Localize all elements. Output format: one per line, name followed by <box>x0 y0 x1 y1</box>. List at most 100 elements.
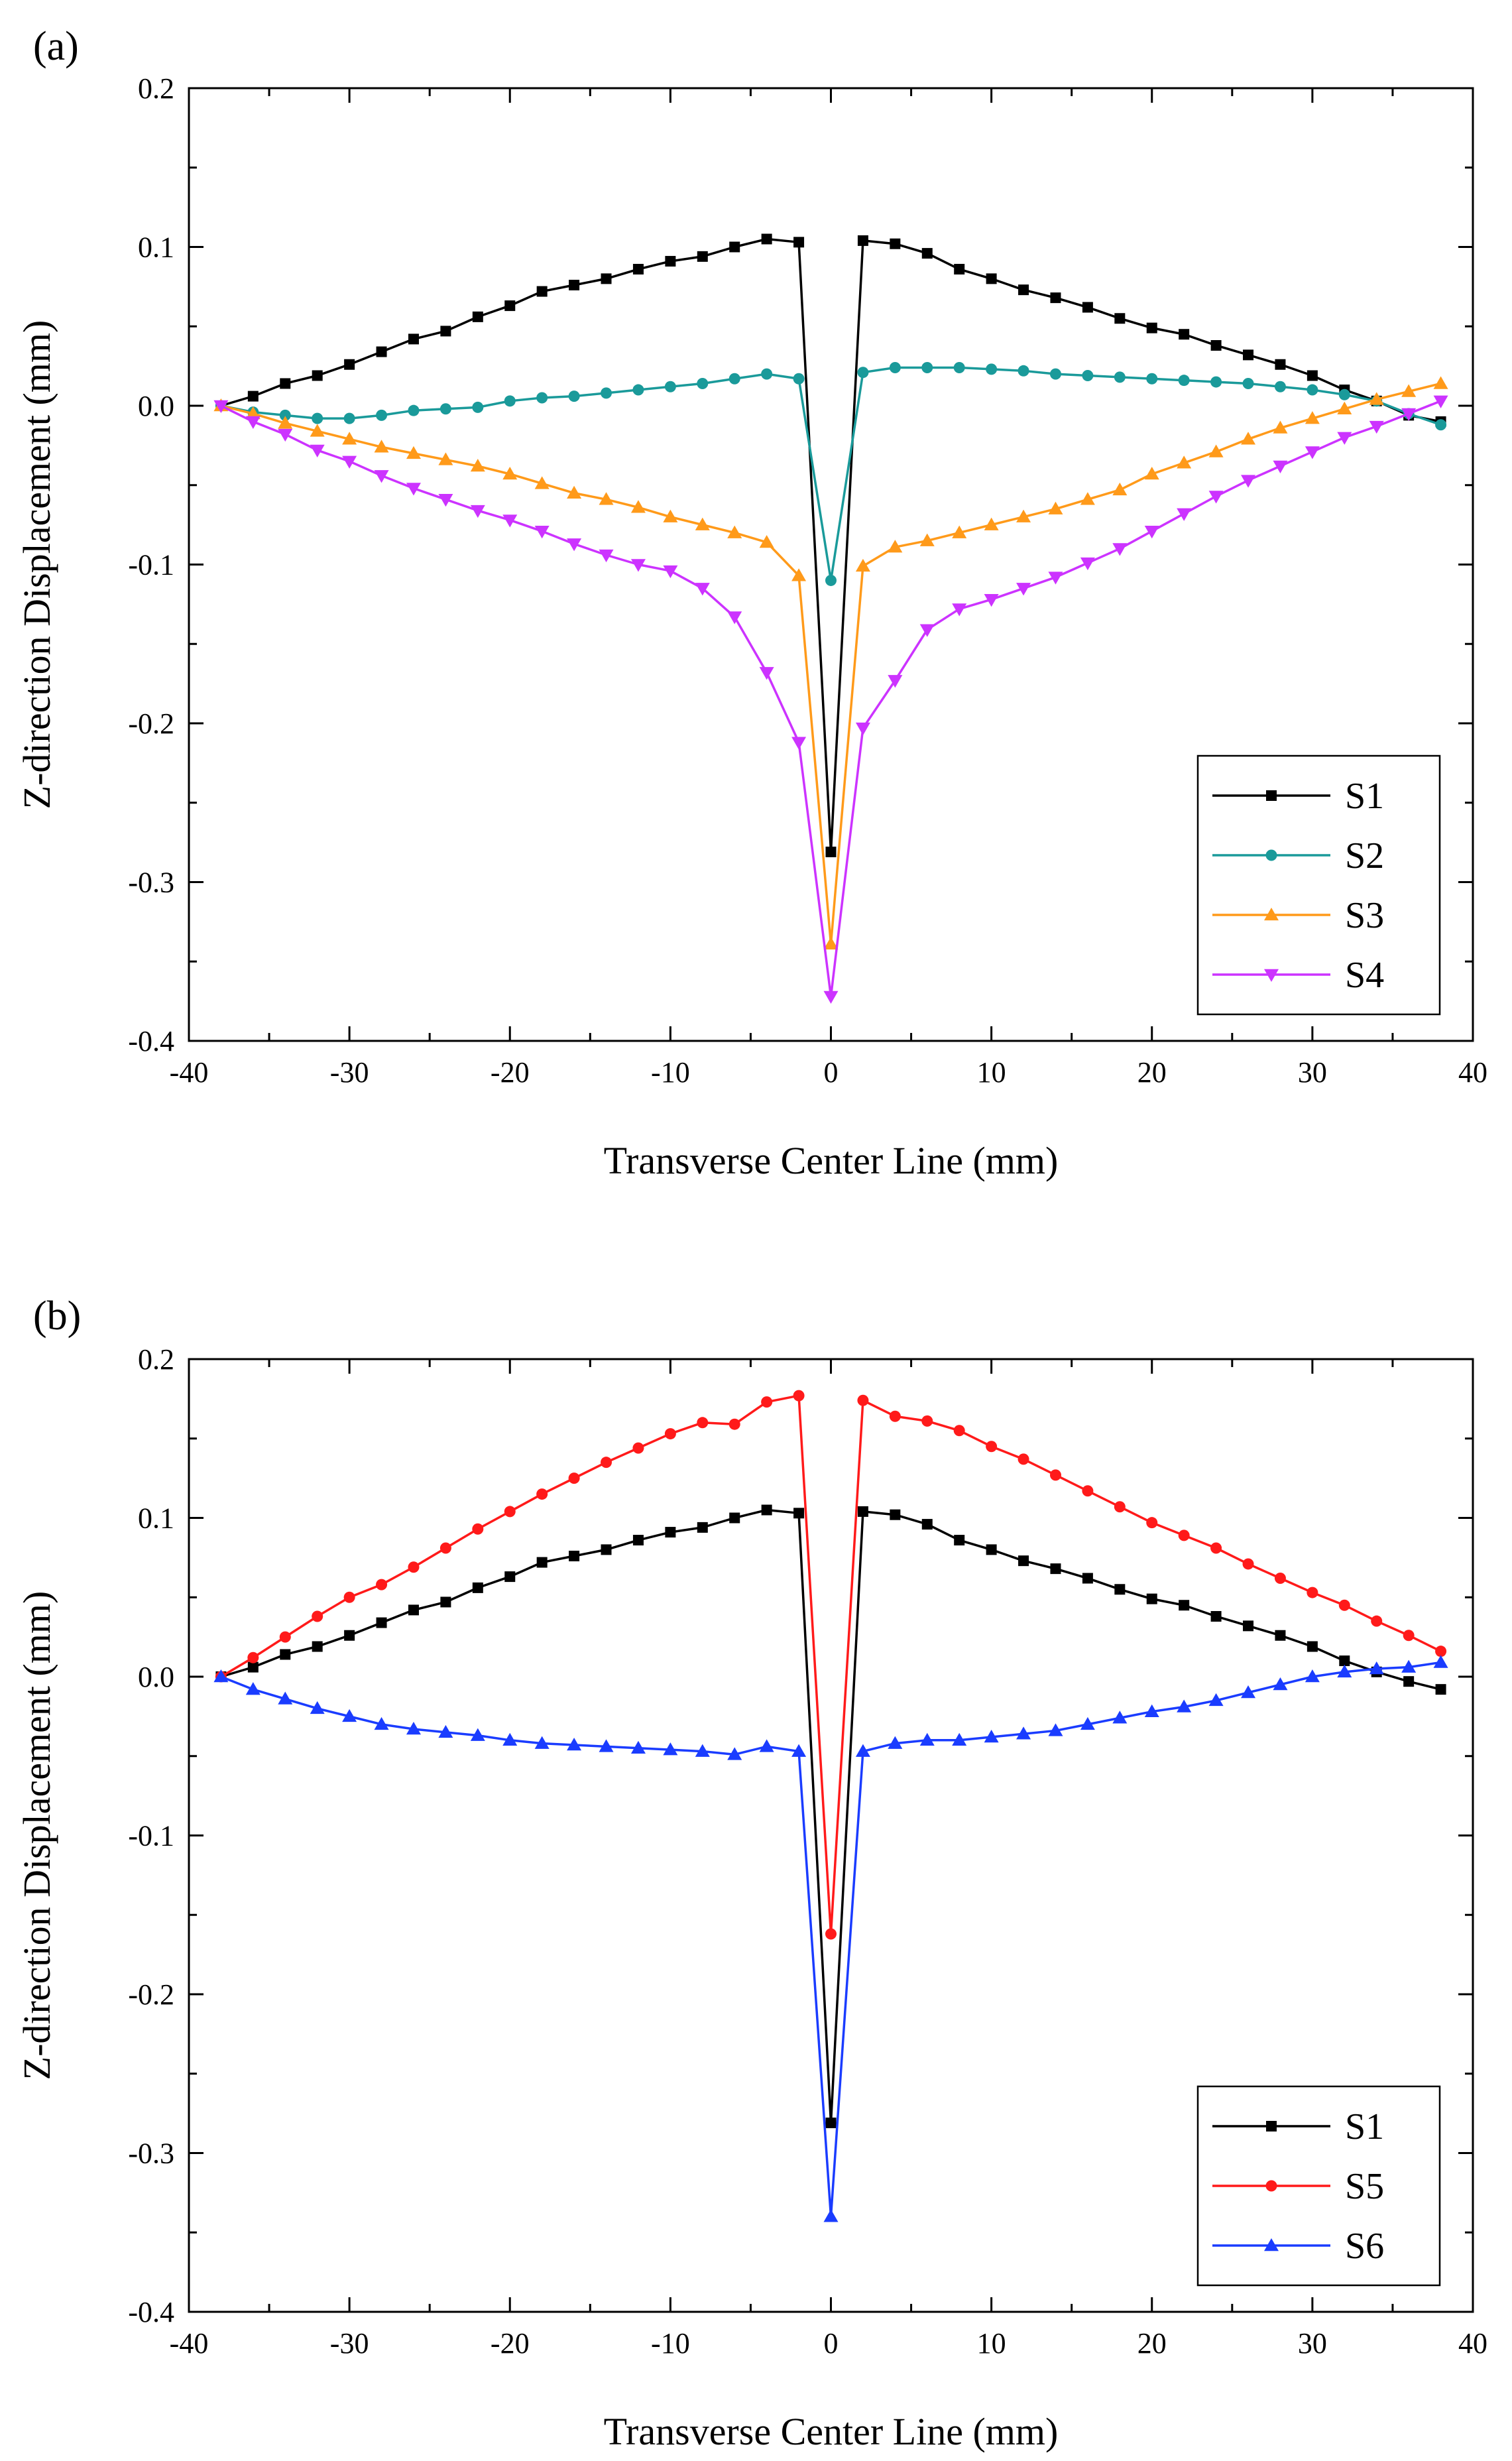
chart-0-point-S3 <box>599 492 614 505</box>
chart-0-point-S2 <box>376 409 388 421</box>
chart-1-point-S5 <box>312 1610 323 1622</box>
chart-0-point-S4 <box>278 428 293 442</box>
chart-1-point-S1 <box>825 2117 837 2128</box>
chart-1-x-tick-label: 0 <box>824 2327 839 2360</box>
chart-0-point-S3 <box>1144 466 1159 480</box>
chart-0-point-S4 <box>534 525 550 539</box>
chart-0-x-tick-label: 0 <box>824 1056 839 1089</box>
chart-1-point-S6 <box>630 1740 646 1754</box>
chart-1-point-S6 <box>1337 1664 1352 1678</box>
chart-0-point-S2 <box>761 368 773 380</box>
chart-1-point-S6 <box>1305 1669 1320 1683</box>
chart-1-point-S5 <box>1049 1469 1061 1481</box>
chart-1-point-S1 <box>986 1544 997 1555</box>
chart-1-point-S1 <box>376 1617 387 1628</box>
chart-0-point-S3 <box>1401 384 1417 397</box>
chart-0-point-S1 <box>1243 349 1254 361</box>
chart-1-x-axis-title: Transverse Center Line (mm) <box>604 2410 1059 2453</box>
chart-0-point-S2 <box>472 401 484 413</box>
chart-1-point-S1 <box>312 1641 323 1652</box>
chart-0-point-S2 <box>504 395 516 407</box>
chart-1-point-S1 <box>569 1550 580 1561</box>
chart-0-point-S3 <box>1337 401 1352 415</box>
chart-0-point-S3 <box>438 452 453 465</box>
chart-0-point-S3 <box>1433 376 1448 389</box>
chart-1-point-S5 <box>825 1928 837 1940</box>
chart-1-point-S5 <box>376 1579 388 1591</box>
chart-0-point-S3 <box>470 459 485 472</box>
chart-0-point-S3 <box>952 525 967 538</box>
chart-1-x-tick-label: 30 <box>1298 2327 1327 2360</box>
chart-1-point-S6 <box>245 1682 261 1695</box>
chart-0-point-S4 <box>791 737 807 750</box>
chart-1-point-S1 <box>729 1512 740 1524</box>
chart-1-point-S6 <box>791 1744 807 1757</box>
chart-0-point-S1 <box>729 241 740 253</box>
chart-1-series-line-S1 <box>220 1508 1441 2124</box>
chart-1-point-S6 <box>438 1724 453 1738</box>
chart-1-point-S6 <box>1048 1723 1063 1736</box>
chart-1-legend-marker-S5 <box>1265 2180 1277 2192</box>
chart-0-point-S1 <box>280 378 291 389</box>
chart-0-point-S1 <box>697 251 708 262</box>
chart-0-point-S3 <box>759 534 774 548</box>
chart-0-point-S1 <box>312 370 323 381</box>
chart-1-point-S1 <box>247 1661 259 1673</box>
chart-0-point-S3 <box>534 476 550 489</box>
chart-0-point-S4 <box>502 514 518 528</box>
chart-1-x-tick-label: 20 <box>1137 2327 1167 2360</box>
chart-1-point-S6 <box>823 2209 839 2222</box>
chart-1-point-S5 <box>889 1410 901 1422</box>
chart-1-point-S1 <box>472 1582 483 1593</box>
chart-1-point-S6 <box>567 1737 582 1751</box>
chart-0-point-S3 <box>919 533 935 546</box>
chart-1-y-tick-label: 0.0 <box>138 1661 174 1693</box>
chart-0-x-tick-label: -30 <box>330 1056 369 1089</box>
chart-0-point-S4 <box>1144 525 1159 539</box>
chart-1-point-S6 <box>374 1716 389 1730</box>
chart-0-series-S3 <box>213 376 1448 950</box>
chart-1-point-S6 <box>342 1709 357 1722</box>
chart-1-point-S6 <box>310 1701 325 1714</box>
chart-1-point-S1 <box>793 1508 805 1519</box>
chart-0-point-S3 <box>823 936 839 950</box>
chart-0-point-S1 <box>440 326 451 337</box>
chart-0-legend-label-S4: S4 <box>1345 955 1384 996</box>
chart-0-point-S4 <box>374 470 389 483</box>
chart-0-y-tick-label: 0.1 <box>138 231 174 264</box>
chart-1-legend: S1 S5 S6 <box>1196 2085 1441 2287</box>
chart-0-point-S2 <box>793 373 805 385</box>
chart-1-point-S6 <box>1177 1699 1192 1712</box>
chart-0-point-S4 <box>406 483 421 496</box>
chart-0-x-tick-label: 20 <box>1137 1056 1167 1089</box>
chart-0-point-S4 <box>1369 420 1384 434</box>
chart-1-point-S1 <box>1307 1641 1318 1652</box>
chart-1-point-S5 <box>857 1394 869 1406</box>
chart-0-point-S2 <box>921 362 933 374</box>
chart-1-y-tick-label: -0.3 <box>128 2137 174 2170</box>
chart-0-point-S2 <box>1049 368 1061 380</box>
chart-1-point-S5 <box>632 1442 644 1454</box>
chart-1-point-S6 <box>1112 1711 1128 1724</box>
chart-0-point-S3 <box>888 540 903 553</box>
chart-0-y-tick-label: -0.1 <box>128 549 174 581</box>
chart-0-point-S4 <box>1177 508 1192 521</box>
chart-1-point-S5 <box>247 1651 259 1663</box>
chart-0-point-S4 <box>1016 583 1031 596</box>
chart-1-point-S5 <box>986 1441 998 1453</box>
chart-0-series-line-S2 <box>221 366 1442 582</box>
chart-1-point-S1 <box>536 1557 548 1568</box>
chart-0-point-S3 <box>1208 444 1224 457</box>
chart-0-point-S1 <box>665 256 676 267</box>
chart-1-point-S5 <box>279 1631 291 1643</box>
chart-0-point-S4 <box>470 505 485 518</box>
chart-0-point-S2 <box>408 404 420 416</box>
chart-0-point-S4 <box>663 565 678 579</box>
chart-1-y-tick-label: -0.1 <box>128 1820 174 1852</box>
chart-0-point-S3 <box>984 517 999 530</box>
chart-1-point-S6 <box>759 1739 774 1752</box>
chart-0-y-tick-label: 0.2 <box>138 72 174 105</box>
chart-1-point-S6 <box>695 1744 710 1757</box>
chart-1-x-tick-label: 10 <box>977 2327 1006 2360</box>
